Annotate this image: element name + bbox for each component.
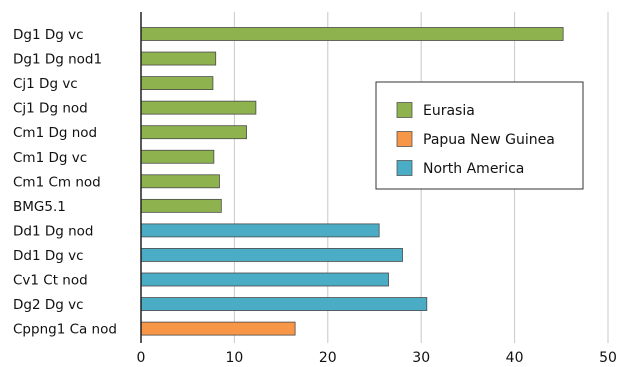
x-tick-label-4: 40 [506, 350, 524, 366]
category-label-2: Cj1 Dg vc [13, 76, 78, 92]
bar-8 [140, 223, 380, 238]
legend-swatch-2 [396, 160, 413, 176]
x-tick-label-2: 20 [319, 350, 337, 366]
x-tick-label-0: 0 [137, 350, 146, 366]
legend: Eurasia Papua New Guinea North America [375, 81, 584, 190]
bar-6 [140, 174, 220, 189]
category-label-7: BMG5.1 [13, 199, 66, 215]
legend-label-0: Eurasia [423, 103, 475, 119]
bar-3 [140, 100, 257, 115]
category-labels: Dg1 Dg vc Dg1 Dg nod1 Cj1 Dg vc Cj1 Dg nod C… [13, 27, 117, 338]
category-label-5: Cm1 Dg vc [13, 150, 87, 166]
legend-swatch-1 [396, 131, 413, 147]
category-label-6: Cm1 Cm nod [13, 174, 101, 190]
category-label-4: Cm1 Dg nod [13, 125, 97, 141]
legend-label-2: North America [423, 161, 524, 177]
category-label-10: Cv1 Ct nod [13, 273, 88, 289]
legend-swatch-0 [396, 102, 413, 118]
category-label-8: Dd1 Dg nod [13, 223, 94, 239]
bar-10 [140, 272, 389, 287]
x-tick-label-1: 10 [225, 350, 243, 366]
bar-2 [140, 76, 214, 90]
category-label-3: Cj1 Dg nod [13, 101, 88, 117]
bar-4 [140, 125, 247, 140]
bars [140, 27, 564, 336]
bar-0 [140, 27, 564, 41]
x-tick-label-5: 50 [599, 350, 617, 366]
bar-1 [140, 51, 217, 66]
x-tick-label-3: 30 [412, 350, 430, 366]
bar-7 [140, 198, 222, 213]
bar-5 [140, 149, 215, 164]
category-label-12: Cppng1 Ca nod [13, 322, 117, 338]
category-label-1: Dg1 Dg nod1 [13, 52, 102, 68]
bar-12 [140, 321, 296, 336]
legend-label-1: Papua New Guinea [423, 132, 555, 148]
category-label-11: Dg2 Dg vc [13, 297, 84, 313]
bar-9 [140, 248, 403, 262]
category-label-9: Dd1 Dg vc [13, 248, 84, 264]
category-label-0: Dg1 Dg vc [13, 27, 84, 43]
bar-11 [140, 297, 428, 311]
x-axis-ticks: 0 10 20 30 40 50 [137, 350, 617, 366]
